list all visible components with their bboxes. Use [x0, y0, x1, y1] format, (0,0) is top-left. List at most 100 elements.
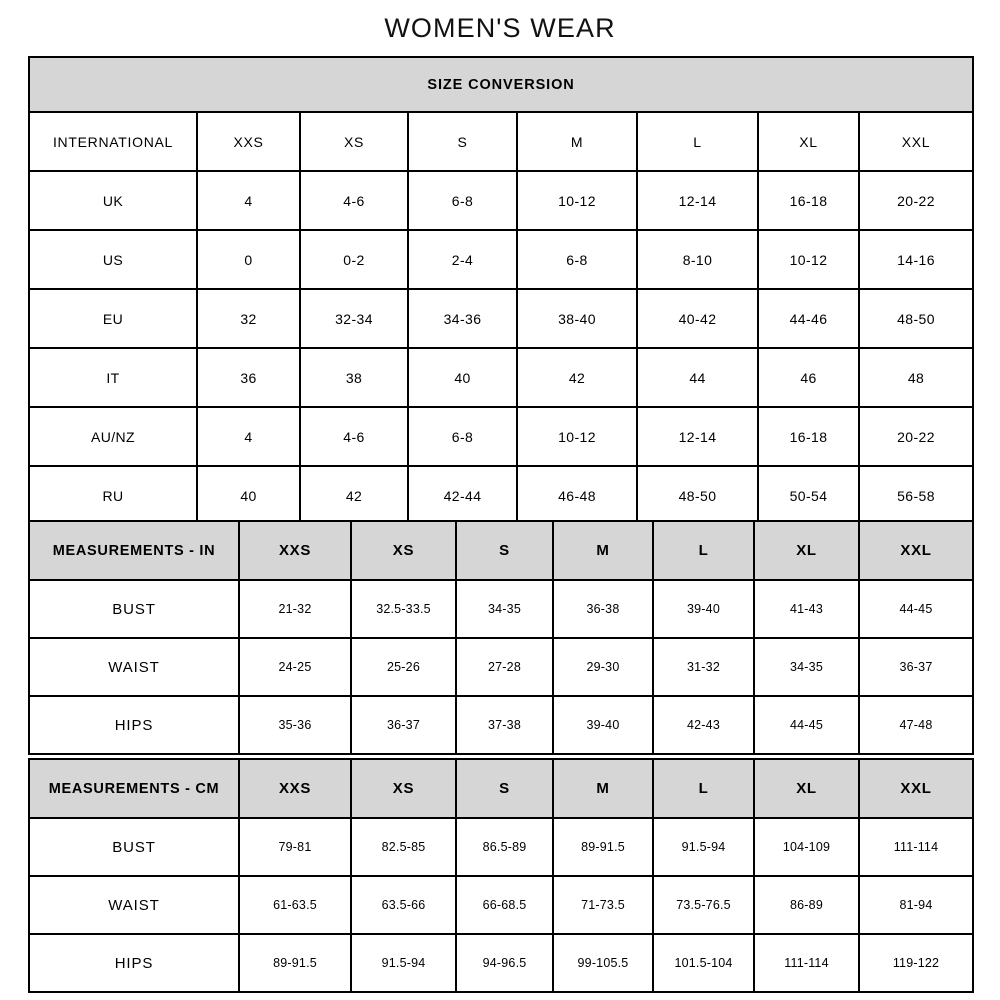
cell-eu-xxs: 32 [196, 288, 301, 349]
measurements-in-column-header-xs: XS [350, 520, 457, 581]
cell-eu-s: 34-36 [407, 288, 518, 349]
row-label-waist-in: WAIST [28, 637, 240, 697]
table-row: UK 4 4-6 6-8 10-12 12-14 16-18 20-22 [28, 170, 974, 231]
row-label-us: US [28, 229, 198, 290]
measurements-cm-column-header-s: S [455, 758, 554, 819]
cell-bust-cm-xxs: 79-81 [238, 817, 352, 877]
row-label-waist-cm: WAIST [28, 875, 240, 935]
table-row: IT 36 38 40 42 44 46 48 [28, 347, 974, 408]
table-row: US 0 0-2 2-4 6-8 8-10 10-12 14-16 [28, 229, 974, 290]
measurements-in-column-header-xl: XL [753, 520, 860, 581]
column-header-international: INTERNATIONAL [28, 111, 198, 172]
cell-waist-in-m: 29-30 [552, 637, 654, 697]
cell-aunz-s: 6-8 [407, 406, 518, 467]
measurements-in-body: MEASUREMENTS - IN XXS XS S M L XL XXL BU… [28, 520, 974, 755]
cell-bust-in-xxl: 44-45 [858, 579, 974, 639]
measurements-in-column-header-l: L [652, 520, 755, 581]
size-conversion-banner-row: SIZE CONVERSION [28, 56, 974, 113]
table-row: EU 32 32-34 34-36 38-40 40-42 44-46 48-5… [28, 288, 974, 349]
cell-waist-cm-xs: 63.5-66 [350, 875, 457, 935]
cell-waist-in-xl: 34-35 [753, 637, 860, 697]
cell-hips-cm-xl: 111-114 [753, 933, 860, 993]
measurements-in-header-row: MEASUREMENTS - IN XXS XS S M L XL XXL [28, 520, 974, 581]
cell-bust-cm-xs: 82.5-85 [350, 817, 457, 877]
cell-aunz-xxl: 20-22 [858, 406, 974, 467]
cell-ru-xl: 50-54 [757, 465, 860, 526]
measurements-cm-column-header-xxl: XXL [858, 758, 974, 819]
measurements-cm-column-header-m: M [552, 758, 654, 819]
table-row: WAIST 61-63.5 63.5-66 66-68.5 71-73.5 73… [28, 875, 974, 935]
measurements-cm-column-header-xl: XL [753, 758, 860, 819]
cell-bust-cm-xxl: 111-114 [858, 817, 974, 877]
column-header-xl: XL [757, 111, 860, 172]
cell-hips-in-m: 39-40 [552, 695, 654, 755]
cell-ru-l: 48-50 [636, 465, 759, 526]
cell-aunz-xs: 4-6 [299, 406, 409, 467]
table-row: AU/NZ 4 4-6 6-8 10-12 12-14 16-18 20-22 [28, 406, 974, 467]
cell-eu-xs: 32-34 [299, 288, 409, 349]
cell-ru-xs: 42 [299, 465, 409, 526]
cell-eu-xxl: 48-50 [858, 288, 974, 349]
cell-waist-in-xxl: 36-37 [858, 637, 974, 697]
cell-bust-in-xl: 41-43 [753, 579, 860, 639]
cell-us-xxl: 14-16 [858, 229, 974, 290]
cell-bust-cm-xl: 104-109 [753, 817, 860, 877]
measurements-cm-column-header-xs: XS [350, 758, 457, 819]
cell-waist-cm-xl: 86-89 [753, 875, 860, 935]
cell-bust-cm-l: 91.5-94 [652, 817, 755, 877]
cell-waist-in-s: 27-28 [455, 637, 554, 697]
cell-bust-cm-m: 89-91.5 [552, 817, 654, 877]
cell-hips-cm-s: 94-96.5 [455, 933, 554, 993]
cell-hips-cm-l: 101.5-104 [652, 933, 755, 993]
cell-us-l: 8-10 [636, 229, 759, 290]
cell-bust-in-l: 39-40 [652, 579, 755, 639]
cell-it-xs: 38 [299, 347, 409, 408]
table-row: BUST 79-81 82.5-85 86.5-89 89-91.5 91.5-… [28, 817, 974, 877]
table-row: BUST 21-32 32.5-33.5 34-35 36-38 39-40 4… [28, 579, 974, 639]
column-header-s: S [407, 111, 518, 172]
cell-ru-xxs: 40 [196, 465, 301, 526]
column-header-m: M [516, 111, 638, 172]
cell-waist-cm-l: 73.5-76.5 [652, 875, 755, 935]
cell-hips-in-xxl: 47-48 [858, 695, 974, 755]
cell-hips-cm-m: 99-105.5 [552, 933, 654, 993]
measurements-cm-banner: MEASUREMENTS - CM [28, 758, 240, 819]
cell-uk-xs: 4-6 [299, 170, 409, 231]
row-label-uk: UK [28, 170, 198, 231]
cell-it-xxl: 48 [858, 347, 974, 408]
cell-waist-cm-xxs: 61-63.5 [238, 875, 352, 935]
page-title: WOMEN'S WEAR [384, 13, 616, 43]
column-header-xxl: XXL [858, 111, 974, 172]
column-header-xxs: XXS [196, 111, 301, 172]
cell-ru-s: 42-44 [407, 465, 518, 526]
row-label-hips-in: HIPS [28, 695, 240, 755]
cell-waist-cm-m: 71-73.5 [552, 875, 654, 935]
cell-bust-in-s: 34-35 [455, 579, 554, 639]
cell-bust-in-xs: 32.5-33.5 [350, 579, 457, 639]
table-row: RU 40 42 42-44 46-48 48-50 50-54 56-58 [28, 465, 974, 526]
cell-uk-s: 6-8 [407, 170, 518, 231]
table-row: HIPS 89-91.5 91.5-94 94-96.5 99-105.5 10… [28, 933, 974, 993]
cell-uk-l: 12-14 [636, 170, 759, 231]
measurements-cm-column-header-xxs: XXS [238, 758, 352, 819]
measurements-in-banner: MEASUREMENTS - IN [28, 520, 240, 581]
measurements-cm-header-row: MEASUREMENTS - CM XXS XS S M L XL XXL [28, 758, 974, 819]
cell-waist-in-xxs: 24-25 [238, 637, 352, 697]
measurements-cm-table: MEASUREMENTS - CM XXS XS S M L XL XXL BU… [28, 758, 974, 993]
row-label-eu: EU [28, 288, 198, 349]
cell-waist-cm-s: 66-68.5 [455, 875, 554, 935]
column-header-l: L [636, 111, 759, 172]
row-label-bust-cm: BUST [28, 817, 240, 877]
cell-it-m: 42 [516, 347, 638, 408]
cell-uk-xxs: 4 [196, 170, 301, 231]
cell-us-xs: 0-2 [299, 229, 409, 290]
measurements-in-column-header-xxl: XXL [858, 520, 974, 581]
cell-hips-cm-xs: 91.5-94 [350, 933, 457, 993]
measurements-cm-column-header-l: L [652, 758, 755, 819]
cell-bust-in-xxs: 21-32 [238, 579, 352, 639]
row-label-hips-cm: HIPS [28, 933, 240, 993]
cell-aunz-xl: 16-18 [757, 406, 860, 467]
row-label-it: IT [28, 347, 198, 408]
cell-hips-in-l: 42-43 [652, 695, 755, 755]
